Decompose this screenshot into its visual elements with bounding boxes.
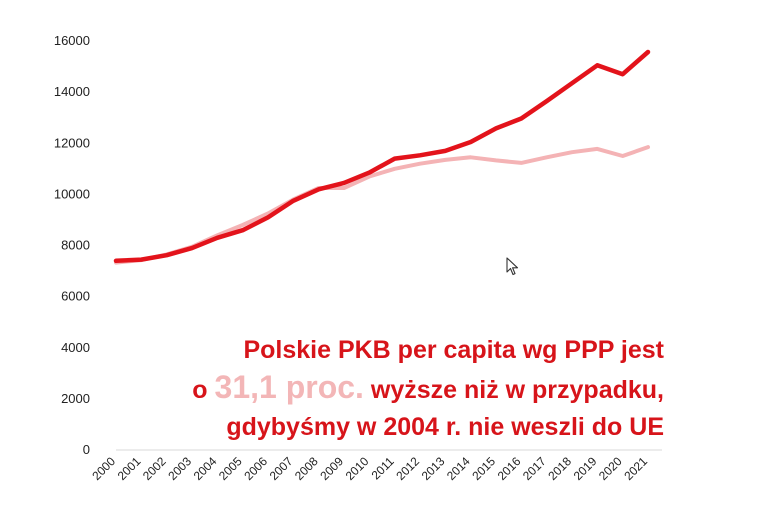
annotation-line-3: gdybyśmy w 2004 r. nie weszli do UE [226,413,664,441]
series-line-actual [113,49,651,264]
y-tick-label: 8000 [61,238,90,253]
annotation-line-2-suffix: wyższe niż w przypadku, [363,376,664,404]
annotation-line-2-prefix: o [192,376,215,404]
x-tick-label: 2010 [343,454,372,483]
y-tick-label: 0 [83,442,90,457]
x-tick-label: 2007 [267,454,296,483]
x-tick-label: 2015 [469,454,498,483]
annotation-line-1: Polskie PKB per capita wg PPP jest [243,336,664,364]
x-tick-label: 2004 [191,454,220,483]
x-tick-label: 2016 [495,454,524,483]
y-axis-ticks: 0 2000 4000 6000 8000 10000 12000 14000 16000 [54,33,90,457]
x-tick-label: 2008 [292,454,321,483]
x-tick-label: 2020 [596,454,625,483]
mouse-pointer-icon [506,257,519,276]
x-tick-label: 2021 [621,454,650,483]
y-tick-label: 6000 [61,289,90,304]
x-tick-label: 2009 [317,454,346,483]
y-tick-label: 12000 [54,135,90,150]
x-tick-label: 2002 [140,454,169,483]
x-tick-label: 2014 [444,454,473,483]
y-tick-label: 2000 [61,391,90,406]
x-tick-label: 2019 [571,454,600,483]
x-tick-label: 2011 [369,454,397,482]
series-group [113,49,651,265]
x-axis-ticks: 2000200120022003200420052006200720082009… [89,454,650,483]
x-tick-label: 2012 [393,454,422,483]
y-tick-label: 4000 [61,340,90,355]
y-tick-label: 10000 [54,186,90,201]
x-tick-label: 2005 [216,454,245,483]
x-tick-label: 2017 [520,454,549,483]
y-tick-label: 14000 [54,84,90,99]
x-tick-label: 2006 [241,454,270,483]
x-tick-label: 2000 [89,454,118,483]
x-tick-label: 2018 [545,454,574,483]
annotation-line-2: o 31,1 proc. wyższe niż w przypadku, [192,369,664,409]
y-tick-label: 16000 [54,33,90,48]
x-tick-label: 2003 [165,454,194,483]
chart-annotation: Polskie PKB per capita wg PPP jest o 31,… [192,332,664,446]
x-tick-label: 2001 [115,454,144,483]
annotation-highlight-value: 31,1 proc. [214,369,364,405]
x-tick-label: 2013 [419,454,448,483]
